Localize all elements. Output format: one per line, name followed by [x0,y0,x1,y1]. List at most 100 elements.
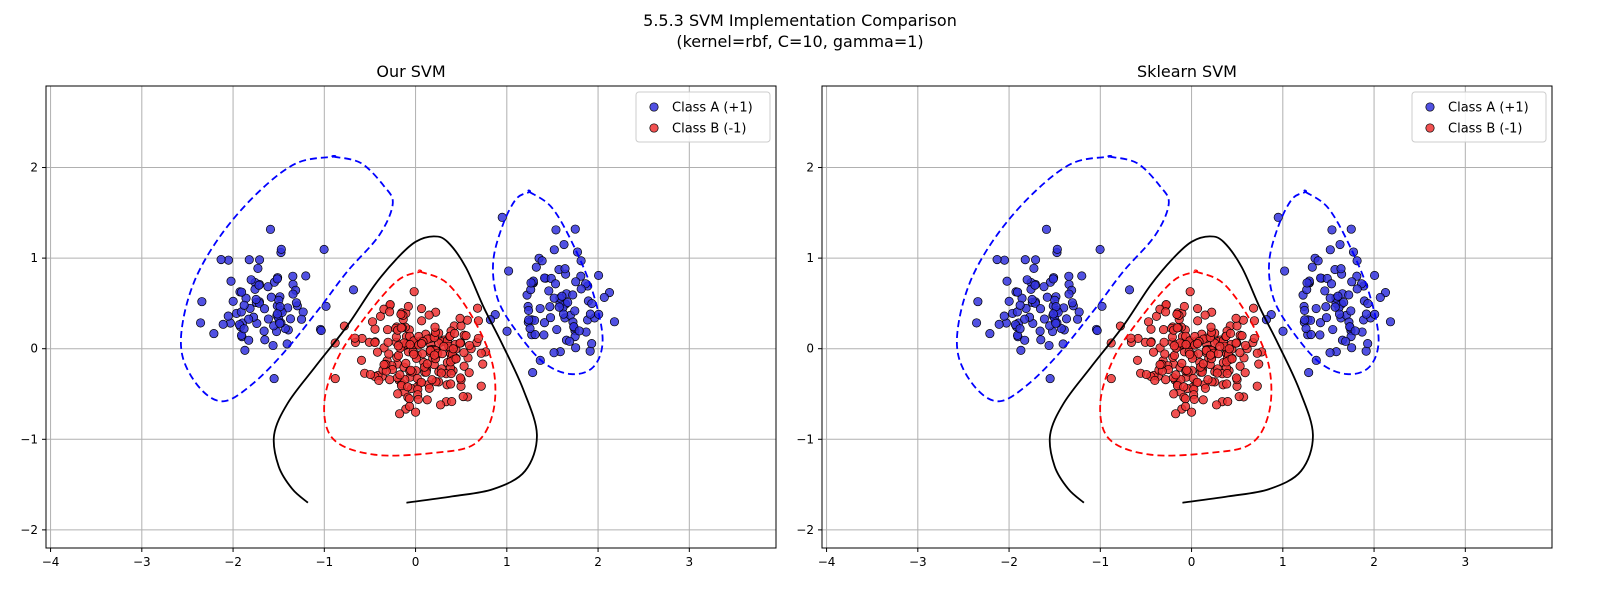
class-b-point [446,379,456,389]
class-a-point [1016,345,1026,355]
class-a-point [1097,301,1107,311]
class-a-point [1302,278,1312,288]
class-a-point [228,296,238,306]
class-a-point [1029,263,1039,273]
class-a-point [1027,294,1037,304]
class-a-point [531,262,541,272]
class-a-point [1067,298,1077,308]
class-a-point [285,314,296,324]
class-a-point [570,224,580,234]
class-a-point [1020,255,1030,265]
class-b-point [385,375,395,385]
class-b-point [1171,409,1181,419]
class-a-point [1092,326,1102,336]
class-b-point [455,338,465,348]
class-a-point [1320,286,1330,296]
class-a-point [275,318,285,328]
class-b-point [1146,324,1156,334]
class-a-point [1031,255,1041,265]
y-tick-label: −2 [20,523,38,537]
legend-marker-class-b [1425,123,1435,133]
class-a-point [260,335,270,345]
class-b-point [451,354,461,364]
class-b-point [1223,397,1233,407]
class-b-point [1185,287,1195,297]
class-a-point [1352,271,1362,281]
class-a-point [526,278,536,288]
class-b-point [458,392,468,402]
class-a-point [576,284,586,294]
class-a-point [594,270,604,280]
class-a-point [587,299,597,309]
class-a-point [1035,326,1045,336]
class-a-point [1280,266,1290,276]
class-a-point [272,274,282,284]
class-a-point [545,313,556,323]
class-b-point [1172,309,1182,319]
class-b-point [406,365,416,375]
class-a-point [1077,271,1087,281]
class-a-point [263,314,273,324]
class-a-point [1306,330,1316,340]
class-b-point [464,368,474,378]
class-a-point [558,309,569,319]
class-a-point [1361,346,1371,356]
class-a-point [535,303,545,314]
class-a-point [1041,224,1052,234]
class-a-point [1022,275,1032,285]
class-a-point [537,256,547,266]
class-b-point [1161,307,1171,317]
class-b-point [1237,331,1247,341]
class-b-point [374,375,384,386]
x-tick-label: 1 [1279,555,1287,569]
class-b-point [1146,337,1156,348]
class-a-point [237,287,247,297]
class-a-point [291,298,301,308]
class-a-point [1361,309,1371,319]
negative-margin [323,269,497,457]
class-b-point [1159,325,1169,335]
class-a-point [549,293,559,303]
class-b-point [1222,379,1232,389]
decision-boundary [1048,235,1314,504]
class-a-point [554,302,564,312]
class-b-point [1171,370,1181,380]
legend-label-class-a: Class A (+1) [1448,101,1529,116]
class-b-point [409,349,419,359]
class-b-point [1155,360,1165,370]
x-tick-label: −3 [133,555,151,569]
legend-marker-class-a [649,102,659,112]
class-b-point [1206,322,1216,332]
x-tick-label: 0 [1188,555,1196,569]
class-a-point [524,305,534,315]
class-b-point [1235,361,1245,371]
class-a-point [1336,264,1346,274]
class-a-point [259,304,270,314]
class-a-point [609,317,620,327]
class-b-point [430,322,440,332]
x-tick-label: 3 [685,555,693,569]
x-tick-label: 3 [1461,555,1469,569]
class-a-point [1015,324,1025,334]
class-a-point [1334,309,1345,319]
class-a-point [296,314,307,324]
class-b-point [1159,337,1169,347]
class-b-point [1198,395,1208,405]
class-a-point [1052,244,1062,254]
class-b-point [476,381,486,391]
class-a-point [1339,297,1349,307]
class-b-point [1172,323,1182,333]
class-a-point [528,368,538,378]
class-a-point [226,276,236,286]
class-a-point [1321,302,1331,312]
class-a-point [1325,348,1335,358]
class-b-point [1169,341,1179,351]
x-tick-label: −1 [315,555,333,569]
class-b-point [459,361,469,371]
x-tick-label: −4 [42,555,60,569]
class-b-point [424,383,434,393]
class-a-point [1035,304,1046,314]
class-a-point [1073,314,1083,324]
plot-area [955,154,1396,504]
